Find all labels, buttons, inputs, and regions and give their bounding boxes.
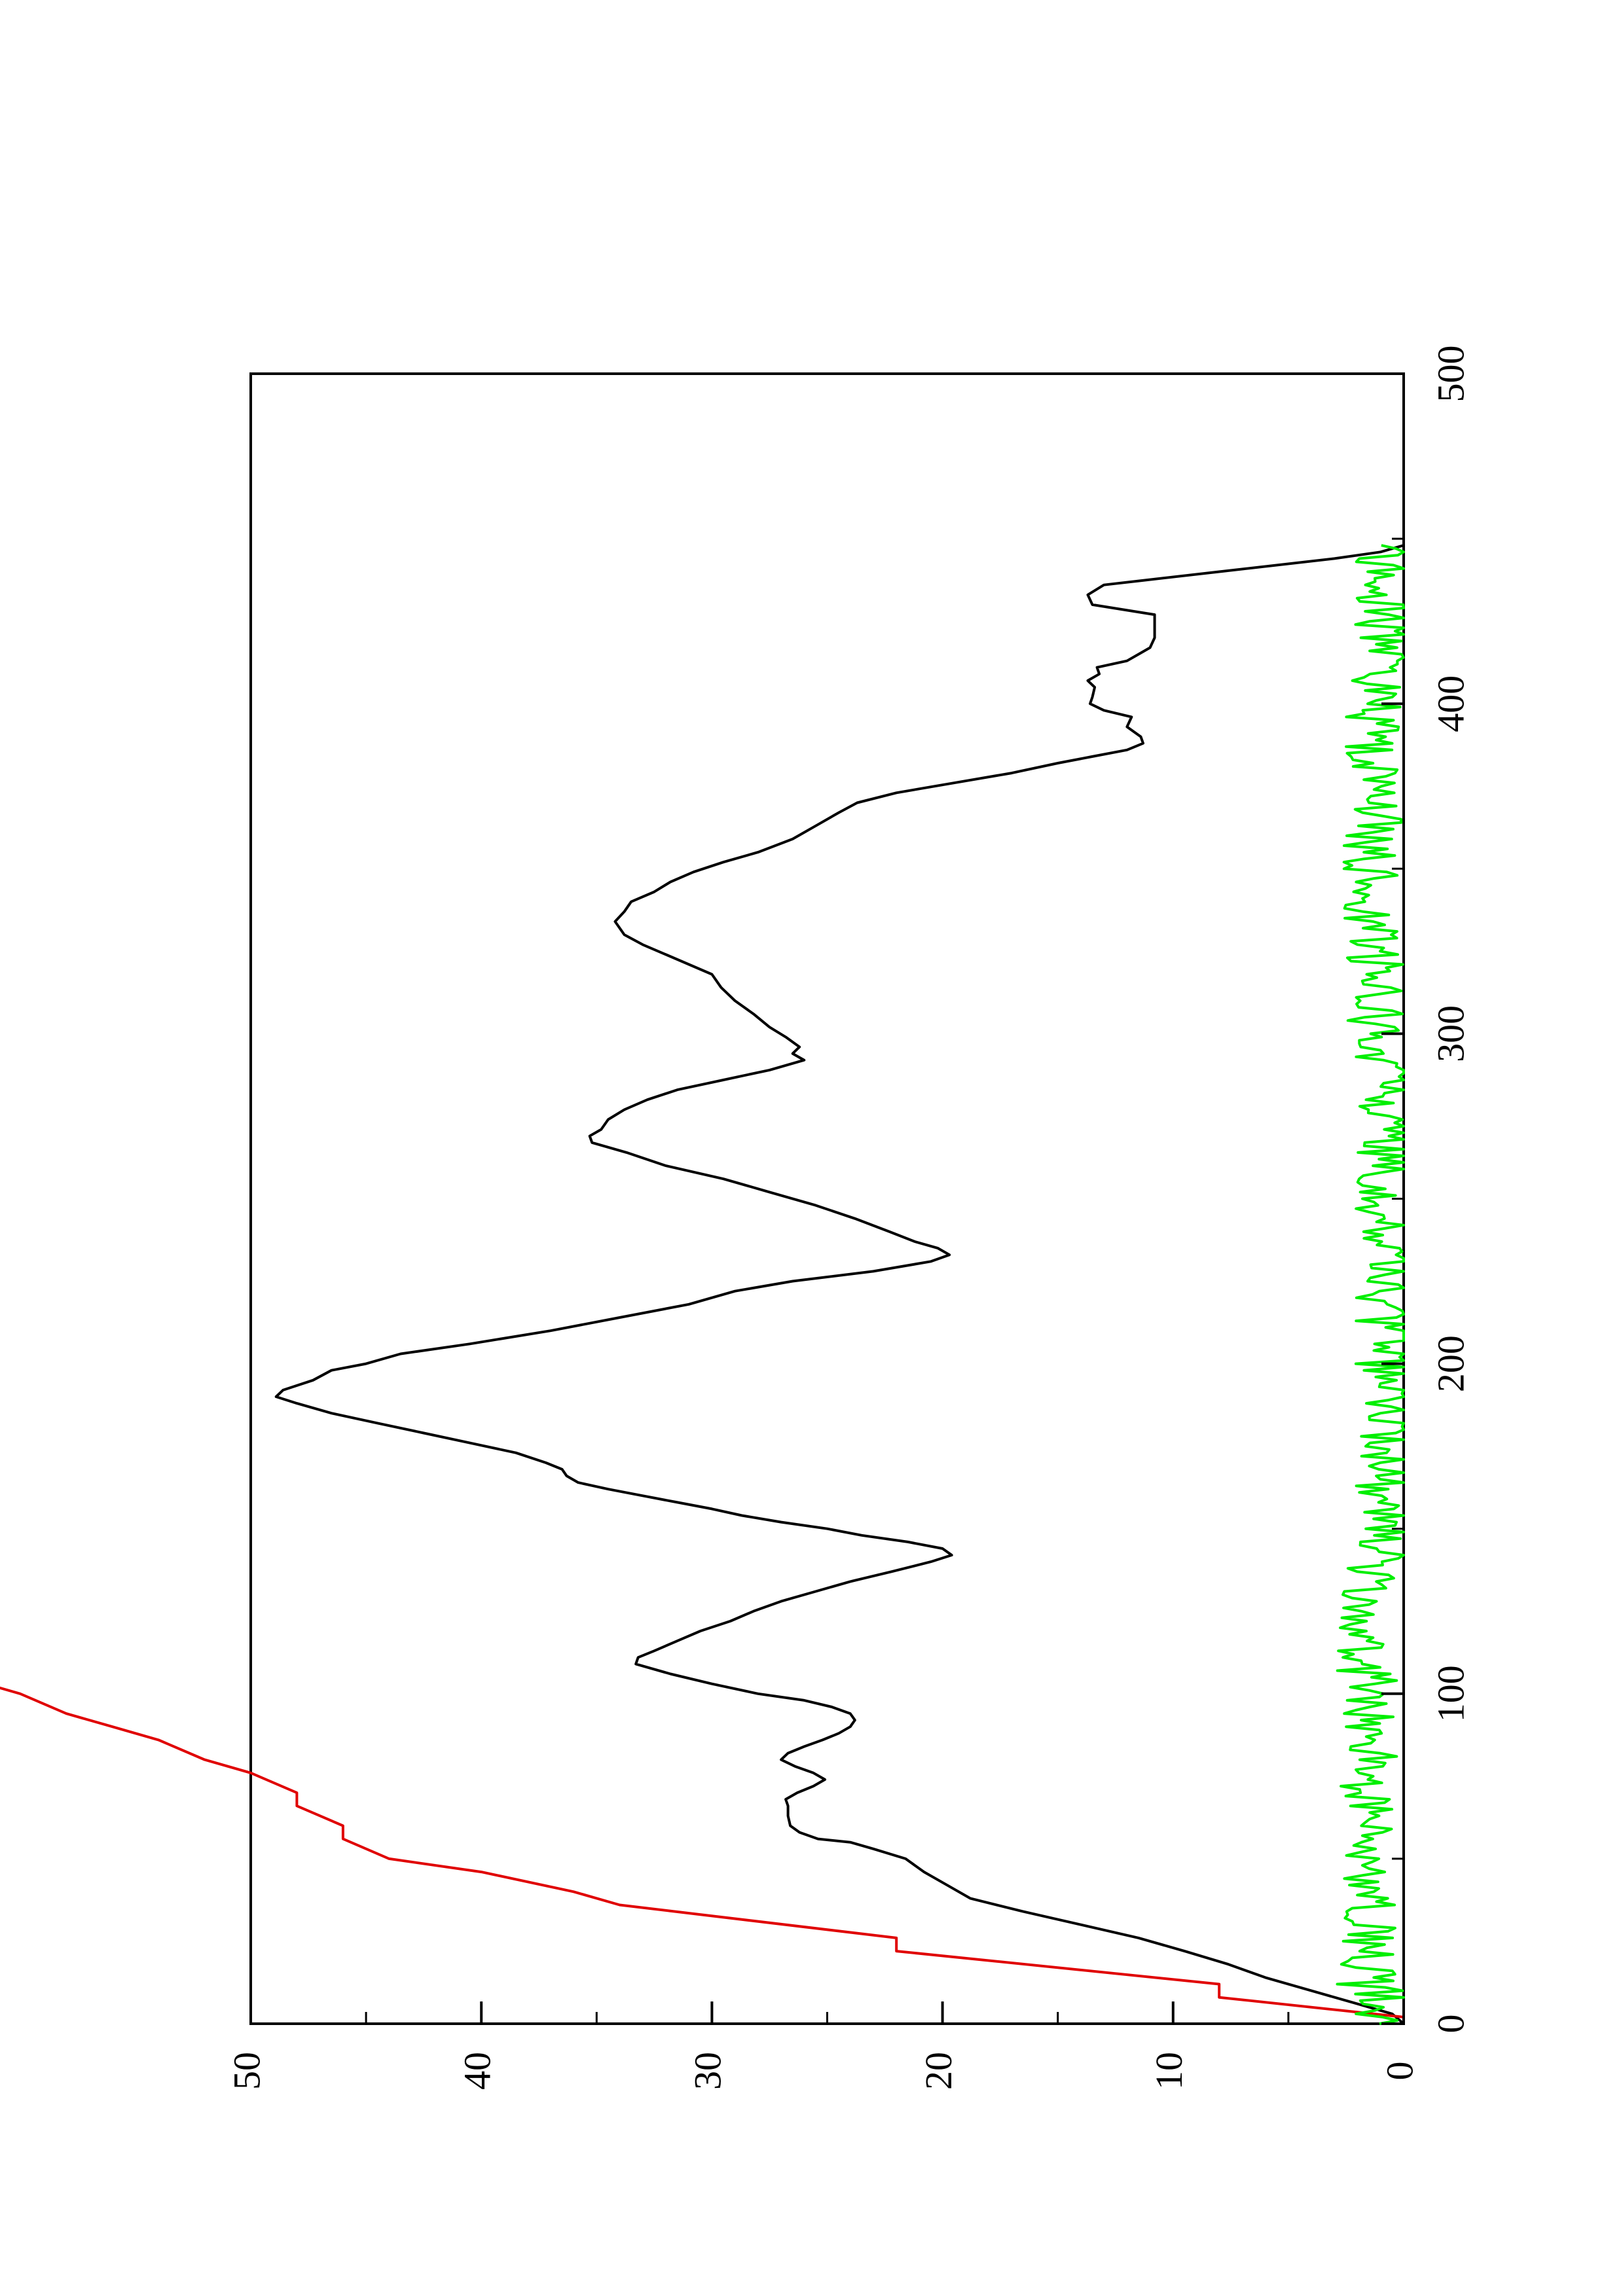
x-tick-label: 0	[1429, 2015, 1472, 2034]
y-tick-label: 0	[1378, 2062, 1421, 2081]
series-line-3	[1336, 544, 1405, 2025]
y-tick-label: 10	[1148, 2052, 1190, 2090]
y-tick-label: 30	[687, 2052, 729, 2090]
y-tick-label: 40	[456, 2052, 499, 2090]
x-tick-label: 300	[1429, 1005, 1472, 1062]
series-layer	[0, 544, 1405, 2025]
x-tick-label: 400	[1429, 675, 1472, 732]
x-tick-label: 100	[1429, 1665, 1472, 1722]
y-tick-label: 50	[225, 2052, 268, 2090]
y-tick-label: 20	[917, 2052, 960, 2090]
x-tick-label: 500	[1429, 346, 1472, 403]
x-tick-label: 200	[1429, 1335, 1472, 1392]
axes-layer: 0 100 200 300 400 500 0 10 20 30 40 50	[225, 346, 1472, 2090]
series-line-1	[274, 544, 1405, 2025]
